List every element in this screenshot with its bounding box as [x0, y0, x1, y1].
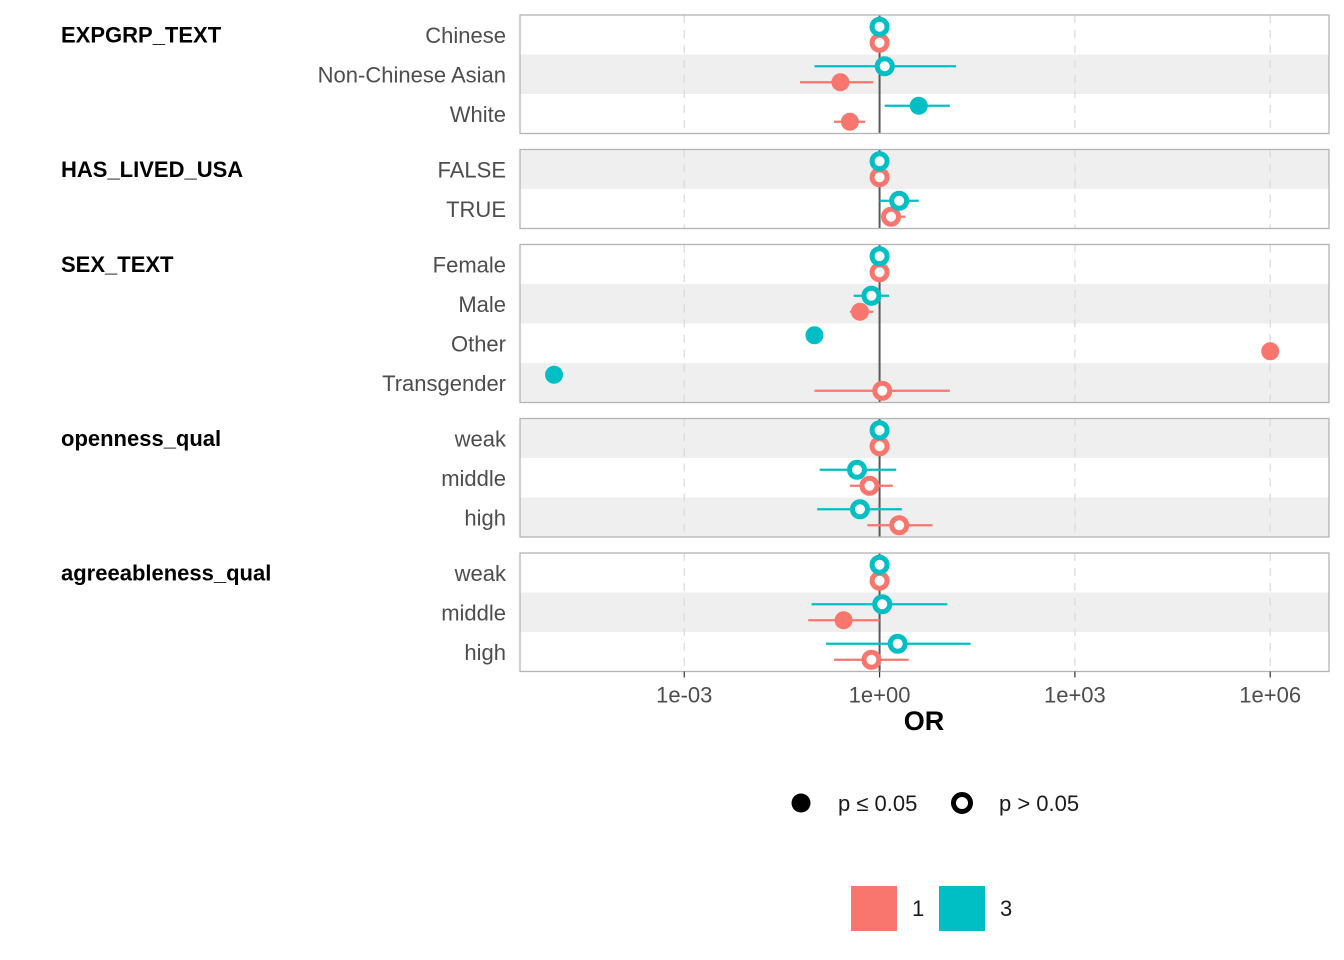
row-band [520, 15, 1329, 55]
panel-border [519, 417, 1330, 538]
variable-label: openness_qual [61, 426, 221, 451]
point-series-3-significant [545, 365, 564, 384]
panel-border [519, 14, 1330, 135]
variable-label: SEX_TEXT [61, 252, 174, 277]
point-series-1-not-significant [859, 475, 880, 496]
legend-label-series-1: 1 [912, 896, 924, 921]
point-series-3-not-significant [869, 554, 890, 575]
row-band [520, 284, 1329, 324]
level-label: Chinese [425, 23, 506, 48]
legend-label-series-3: 3 [1000, 896, 1012, 921]
point-series-3-not-significant [869, 151, 890, 172]
level-label: Transgender [382, 371, 506, 396]
point-series-1-not-significant [872, 380, 893, 401]
point-series-1-significant [834, 611, 853, 630]
point-series-3-not-significant [849, 499, 870, 520]
row-band [520, 363, 1329, 403]
point-series-1-significant [840, 112, 859, 131]
point-series-1-not-significant [881, 206, 902, 227]
variable-label: HAS_LIVED_USA [61, 157, 243, 182]
legend-key-filled-circle [791, 793, 811, 813]
point-series-3-not-significant [874, 56, 895, 77]
row-band [520, 323, 1329, 363]
level-label: Female [433, 252, 506, 277]
point-series-3-not-significant [889, 190, 910, 211]
x-tick-label: 1e+06 [1239, 683, 1301, 708]
point-series-1-not-significant [869, 262, 890, 283]
x-tick-label: 1e+00 [849, 683, 911, 708]
panel-expgrp-text: EXPGRP_TEXT Chinese Non-Chinese Asian White [61, 14, 1330, 135]
point-series-3-not-significant [869, 246, 890, 267]
row-band [520, 553, 1329, 593]
point-series-1-not-significant [869, 570, 890, 591]
row-band [520, 458, 1329, 498]
row-band [520, 54, 1329, 94]
shape-legend: p ≤ 0.05 p > 0.05 [791, 791, 1079, 816]
point-series-3-not-significant [869, 16, 890, 37]
legend-key-series-1 [851, 886, 897, 931]
panel-border [519, 243, 1330, 404]
row-band [520, 189, 1329, 229]
level-label: middle [441, 466, 506, 491]
level-label: Other [451, 331, 506, 356]
row-band [520, 592, 1329, 632]
panel-border [519, 148, 1330, 230]
level-label: Non-Chinese Asian [318, 62, 506, 87]
panel-openness-qual: openness_qual weak middle high [61, 417, 1330, 538]
legend-key-hollow-circle [951, 792, 973, 814]
level-label: FALSE [438, 157, 506, 182]
x-axis: 1e-03 1e+00 1e+03 1e+06 [656, 671, 1301, 708]
level-label: White [450, 102, 506, 127]
panel-has-lived-usa: HAS_LIVED_USA FALSE TRUE [61, 148, 1330, 230]
row-band [520, 149, 1329, 189]
level-label: Male [458, 292, 506, 317]
point-series-3-not-significant [869, 420, 890, 441]
legend-label-p-0-05: p ≤ 0.05 [838, 791, 917, 816]
point-series-3-not-significant [887, 633, 908, 654]
legend-label-p-0-05: p > 0.05 [999, 791, 1079, 816]
level-label: weak [454, 561, 507, 586]
point-series-1-not-significant [869, 436, 890, 457]
facet-panels: EXPGRP_TEXT Chinese Non-Chinese Asian White… [61, 14, 1330, 673]
panel-sex-text: SEX_TEXT Female Male Other Transgender [61, 243, 1330, 404]
level-label: high [464, 505, 506, 530]
row-band [520, 497, 1329, 537]
x-tick-label: 1e+03 [1044, 683, 1106, 708]
point-series-1-significant [850, 302, 869, 321]
level-label: middle [441, 600, 506, 625]
variable-label: agreeableness_qual [61, 561, 271, 586]
point-series-3-not-significant [872, 594, 893, 615]
panel-agreeableness-qual: agreeableness_qual weak middle high [61, 552, 1330, 673]
variable-label: EXPGRP_TEXT [61, 23, 222, 48]
panel-border [519, 552, 1330, 673]
point-series-3-not-significant [861, 285, 882, 306]
point-series-3-significant [805, 326, 824, 345]
point-series-1-not-significant [861, 649, 882, 670]
x-axis-title: OR [904, 706, 945, 736]
level-label: weak [454, 426, 507, 451]
point-series-1-not-significant [869, 32, 890, 53]
level-label: high [464, 640, 506, 665]
level-label: TRUE [446, 197, 506, 222]
point-series-1-not-significant [889, 515, 910, 536]
row-band [520, 244, 1329, 284]
point-series-3-significant [909, 96, 928, 115]
legend-key-series-3 [939, 886, 985, 931]
x-tick-label: 1e-03 [656, 683, 712, 708]
row-band [520, 418, 1329, 458]
point-series-1-not-significant [869, 167, 890, 188]
row-band [520, 632, 1329, 672]
point-series-3-not-significant [846, 459, 867, 480]
point-series-1-significant [831, 73, 850, 92]
point-series-1-significant [1261, 342, 1280, 361]
